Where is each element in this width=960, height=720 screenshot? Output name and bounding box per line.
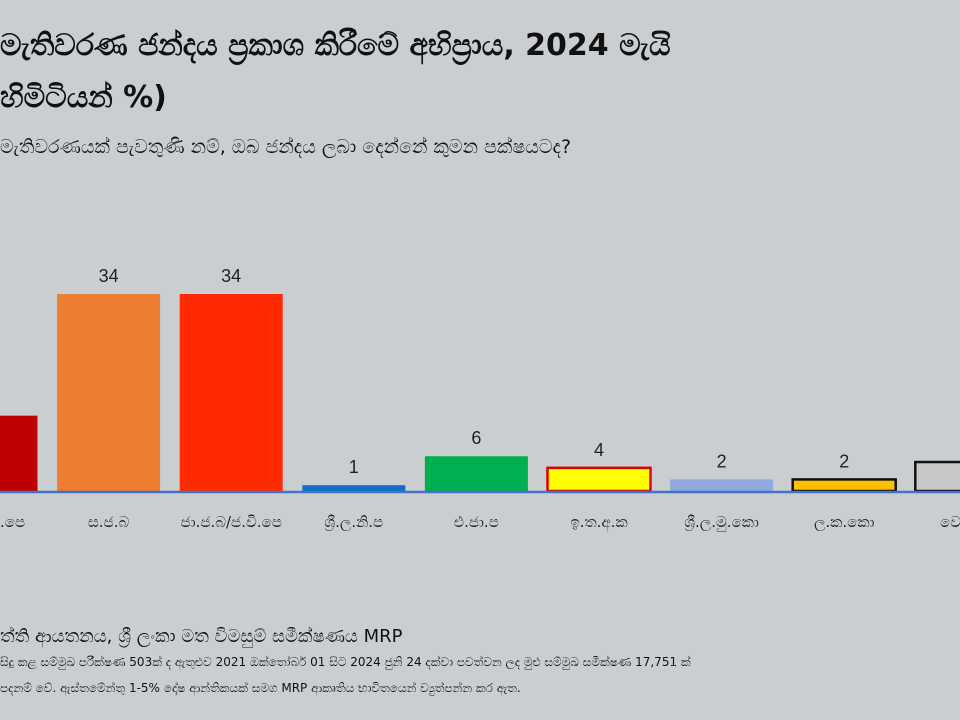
category-label-3: ශ්‍රී.ල.නි.ප [324,513,383,532]
value-label-1: 34 [99,266,119,286]
chart-subtitle: මැතිවරණයක් පැවතුණි නම්, ඔබ ජන්දය ලබා දෙන… [0,136,572,158]
category-label-0: .පෙ [0,513,25,531]
bar-3 [302,485,406,491]
chart-title-line1: මැතිවරණ ජන්දය ප්‍රකාශ කිරීමේ අභිප්‍රාය, … [0,28,671,63]
note-line-2: පදනම් වේ. ඇස්තමේන්තු 1-5% දෝෂ ආන්තිකයක් … [0,681,521,695]
value-label-7: 2 [839,451,849,471]
category-label-6: ශ්‍රී.ල.මු.කො [684,513,759,532]
bar-8 [914,460,960,493]
value-label-2: 34 [221,266,241,286]
bar-1 [57,294,161,491]
category-label-8: වෙ [940,513,960,531]
category-label-1: ස.ජ.බ [88,513,129,531]
value-label-5: 4 [594,440,604,460]
chart-title-line2: හිමිටියන් %) [0,80,167,115]
category-label-7: ල.ක.කො [814,513,875,531]
value-label-3: 1 [349,457,359,477]
bar-7 [791,478,897,493]
value-label-6: 2 [717,451,727,471]
category-label-4: එ.ජා.ප [454,513,499,531]
bar-6 [670,479,774,491]
bar-2 [179,294,283,491]
value-label-4: 6 [471,428,481,448]
note-line-1: සිදු කළ සම්මුඛ පරීක්ෂණ 503ක් ද ඇතුළුව 20… [0,655,691,669]
category-label-5: ඉ.ත.අ.ක [570,513,627,532]
bar-4 [424,456,528,491]
bar-0 [0,415,38,491]
source-text: ත්ති ආයතනය, ශ්‍රී ලංකා මත විමසුම් සමීක්ෂ… [0,626,403,647]
bar-5 [546,466,652,493]
category-label-2: ජා.ජ.බ/ජ.වි.පෙ [180,513,281,531]
